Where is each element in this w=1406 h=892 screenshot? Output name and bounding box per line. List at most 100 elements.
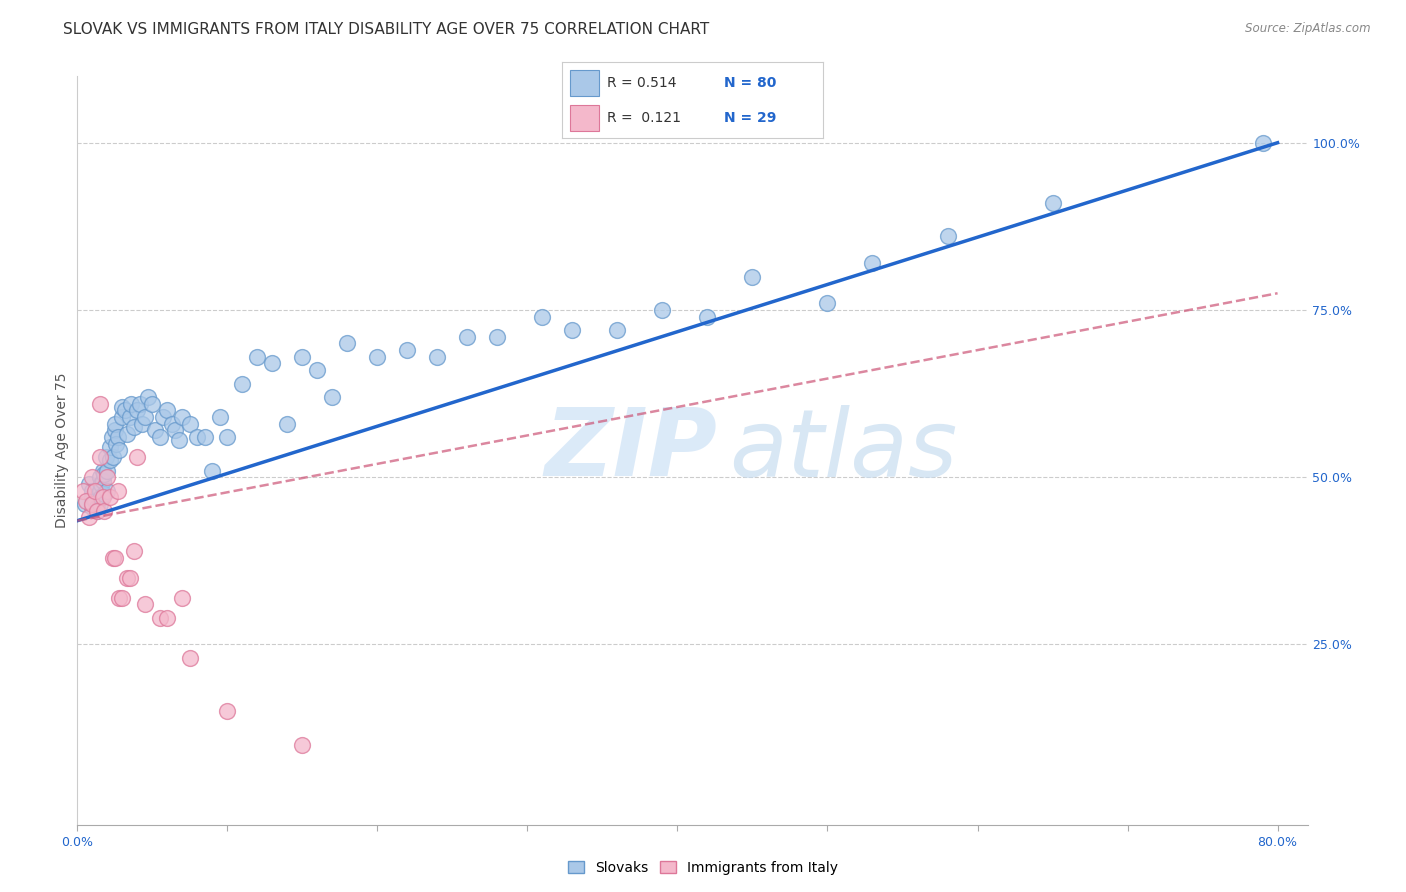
Point <box>101 430 124 444</box>
Point <box>172 591 194 605</box>
Point <box>90 476 112 491</box>
Point <box>134 410 156 425</box>
Point <box>231 376 253 391</box>
Text: ZIP: ZIP <box>544 404 717 497</box>
Point <box>366 350 388 364</box>
Point <box>107 483 129 498</box>
Point <box>186 430 208 444</box>
Point <box>217 430 239 444</box>
Point <box>104 417 127 431</box>
Point <box>486 330 509 344</box>
Point <box>156 403 179 417</box>
Point <box>456 330 478 344</box>
Point <box>94 450 117 465</box>
Point <box>201 464 224 478</box>
Point <box>91 464 114 478</box>
FancyBboxPatch shape <box>571 70 599 95</box>
Point <box>124 543 146 558</box>
Point <box>179 651 201 665</box>
Point <box>86 503 108 517</box>
Point <box>89 470 111 484</box>
Point <box>82 491 104 505</box>
Point <box>86 500 108 515</box>
Point <box>108 591 131 605</box>
Point <box>156 611 179 625</box>
Point <box>111 591 134 605</box>
Point <box>79 476 101 491</box>
Point <box>134 598 156 612</box>
Point <box>84 483 107 498</box>
Point <box>141 396 163 410</box>
Point <box>114 403 136 417</box>
Point <box>96 470 118 484</box>
Text: R =  0.121: R = 0.121 <box>606 111 681 125</box>
Point <box>172 410 194 425</box>
FancyBboxPatch shape <box>571 105 599 130</box>
Point <box>817 296 839 310</box>
Text: N = 80: N = 80 <box>724 76 776 90</box>
Point <box>115 426 138 441</box>
Point <box>75 493 97 508</box>
Point <box>111 400 134 414</box>
Point <box>124 420 146 434</box>
Point <box>108 443 131 458</box>
Point <box>217 705 239 719</box>
Point <box>84 493 107 508</box>
Point <box>862 256 884 270</box>
Point <box>105 436 128 450</box>
Point <box>118 571 141 585</box>
Point <box>276 417 298 431</box>
Point <box>91 491 114 505</box>
Point <box>208 410 231 425</box>
Text: Source: ZipAtlas.com: Source: ZipAtlas.com <box>1246 22 1371 36</box>
Point <box>98 453 121 467</box>
Point <box>104 550 127 565</box>
Point <box>103 550 125 565</box>
Point <box>98 440 121 454</box>
Text: atlas: atlas <box>730 405 957 496</box>
Y-axis label: Disability Age Over 75: Disability Age Over 75 <box>55 373 69 528</box>
Text: N = 29: N = 29 <box>724 111 776 125</box>
Point <box>136 390 159 404</box>
Point <box>291 350 314 364</box>
Point <box>118 410 141 425</box>
Point <box>127 403 149 417</box>
Point <box>160 417 183 431</box>
Point <box>396 343 419 358</box>
Point <box>1042 195 1064 210</box>
Point <box>149 611 172 625</box>
Point <box>107 430 129 444</box>
Point <box>143 424 166 438</box>
Point <box>111 410 134 425</box>
Point <box>696 310 718 324</box>
Point <box>307 363 329 377</box>
Point <box>149 430 172 444</box>
Point <box>82 500 104 515</box>
Point <box>246 350 269 364</box>
Point <box>152 410 174 425</box>
Point <box>531 310 554 324</box>
Point <box>561 323 583 337</box>
Point <box>79 510 101 524</box>
Point <box>96 483 118 498</box>
Point <box>98 491 121 505</box>
Point <box>104 424 127 438</box>
Point <box>89 497 111 511</box>
Point <box>93 487 115 501</box>
Point <box>262 356 284 371</box>
Point <box>741 269 763 284</box>
Point <box>93 503 115 517</box>
Point <box>115 571 138 585</box>
Point <box>606 323 628 337</box>
Point <box>321 390 343 404</box>
Point <box>86 503 108 517</box>
Point <box>89 483 111 498</box>
Point <box>131 417 153 431</box>
Point <box>336 336 359 351</box>
Legend: Slovaks, Immigrants from Italy: Slovaks, Immigrants from Italy <box>562 855 844 880</box>
Point <box>127 450 149 465</box>
Point <box>426 350 449 364</box>
Point <box>96 464 118 478</box>
Text: SLOVAK VS IMMIGRANTS FROM ITALY DISABILITY AGE OVER 75 CORRELATION CHART: SLOVAK VS IMMIGRANTS FROM ITALY DISABILI… <box>63 22 710 37</box>
Point <box>103 450 125 465</box>
